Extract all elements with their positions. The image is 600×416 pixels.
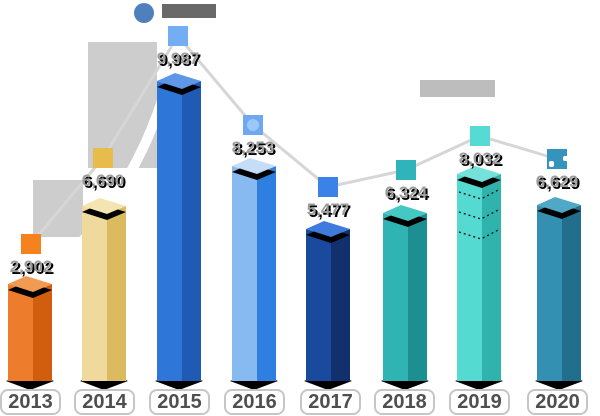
bar-2014-side [107,206,126,381]
line-marker-2018 [396,160,416,180]
bar-2014-top [82,198,126,214]
bar-2019-side [482,174,501,381]
value-label-2013: 2,902 [9,257,53,276]
category-label-2015: 2015 [149,389,210,415]
bar-2020-top [537,197,581,213]
bar-2020-front [537,205,562,381]
trend-line [29,33,558,245]
line-marker-2019 [470,126,490,146]
value-label-2016: 8,253 [231,138,275,157]
marker-speck-icon [563,156,569,161]
line-marker-2014 [93,148,113,168]
value-label-2014: 6,690 [81,171,125,190]
bar-2016-top [232,158,276,174]
value-label-2015: 9,987 [156,49,200,68]
bar-2014-front [82,206,107,381]
category-label-2014: 2014 [74,389,135,415]
bar-2015-front [157,81,182,381]
bar-2018-top [383,205,427,221]
marker-speck-icon [549,161,554,167]
bar-2018-side [408,213,427,381]
category-label-2018: 2018 [374,389,435,415]
value-label-2017: 5,477 [306,200,350,219]
bar-2019-front [457,174,482,381]
bar-2013-front [8,284,33,381]
bar-2017-top [306,221,350,237]
category-label-2019: 2019 [449,389,510,415]
redacted-box-2 [420,80,495,97]
value-label-2019: 8,032 [458,149,502,168]
bar-2017-side [331,229,350,381]
category-label-2017: 2017 [300,389,361,415]
line-marker-2020 [547,149,569,169]
bar-2018-front [383,213,408,381]
bar-2013-top [8,276,52,292]
bar-2015-side [182,81,201,381]
line-marker-2016 [243,115,263,135]
category-label-2016: 2016 [224,389,285,415]
value-label-2020: 6,629 [535,172,579,191]
line-marker-2015 [168,26,188,46]
bar-2019-top [457,166,501,182]
bar-2013-side [33,284,52,381]
line-marker-2013 [21,234,41,254]
bar-2020-side [562,205,581,381]
chart-legend [0,0,600,30]
redacted-box-0 [33,180,83,237]
bar-2016-side [257,166,276,381]
category-label-2013: 2013 [0,389,61,415]
legend-circle-icon [134,3,154,23]
legend-label-redacted [162,4,216,18]
value-label-2018: 6,324 [384,183,428,202]
bar-2015-top [157,73,201,89]
marker-inner-circle-icon [247,119,259,131]
line-marker-2017 [318,177,338,197]
bar-2017-front [306,229,331,381]
category-label-2020: 2020 [527,389,588,415]
bar-2016-front [232,166,257,381]
